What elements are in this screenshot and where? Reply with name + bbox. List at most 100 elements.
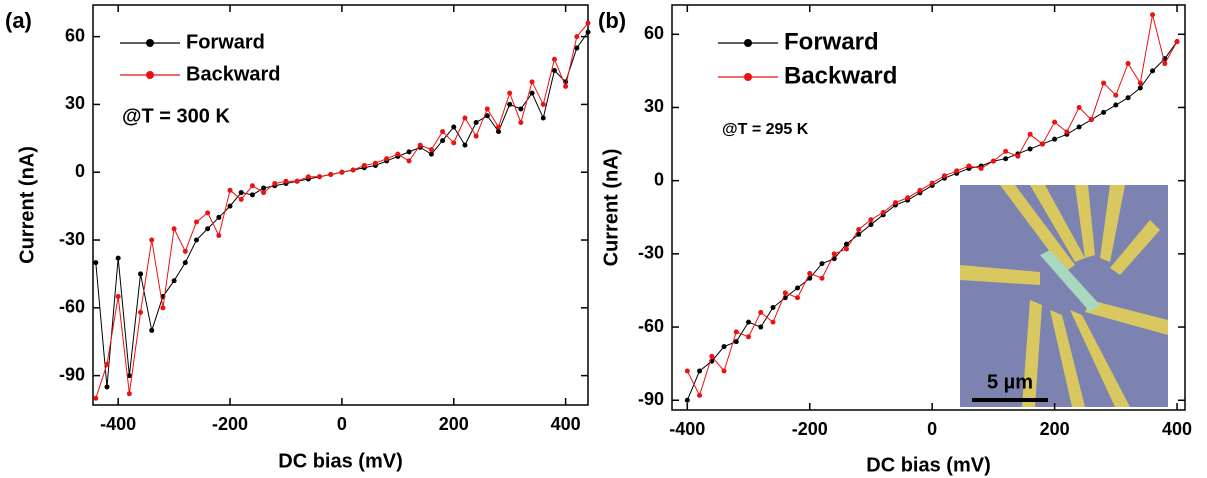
data-point [384,156,390,162]
data-point [880,209,886,215]
data-point [160,305,166,311]
data-point [317,174,323,180]
data-point [1088,117,1094,123]
data-point [428,151,434,157]
data-point [990,158,996,164]
data-point [216,214,222,220]
data-point [1027,146,1033,152]
x-axis-label: DC bias (mV) [278,450,402,472]
data-point [1137,80,1143,86]
data-point [905,195,911,201]
data-point [1064,129,1070,135]
data-point [1113,102,1119,108]
data-point [1125,95,1131,101]
data-point [361,162,367,168]
data-point [484,106,490,112]
data-point [182,260,188,266]
data-point [261,190,267,196]
scale-bar-label: 5 µm [987,371,1033,393]
data-point [843,246,849,252]
data-point [1027,131,1033,137]
data-point [1015,153,1021,159]
data-point [305,174,311,180]
data-point [807,275,813,281]
data-point [294,178,300,184]
data-point [697,392,703,398]
data-point [540,101,546,107]
x-axis-label: DC bias (mV) [866,454,990,476]
data-point [733,339,739,345]
data-point [395,151,401,157]
y-tick-label: 30 [644,96,664,116]
annotation: @T = 295 K [722,121,809,138]
data-point [182,248,188,254]
y-tick-label: -60 [638,316,664,336]
data-point [868,222,874,228]
data-point [518,106,524,112]
data-point [1137,85,1143,91]
data-point [954,168,960,174]
data-point [819,275,825,281]
data-point [249,183,255,189]
data-point [770,305,776,311]
data-point [1076,104,1082,110]
data-point [831,256,837,262]
legend-marker [744,39,752,47]
data-point [1039,141,1045,147]
y-tick-label: -30 [59,229,85,249]
data-point [585,29,591,35]
y-tick-label: 60 [65,25,85,45]
data-point [149,237,155,243]
data-point [93,395,99,401]
data-point [138,309,144,315]
data-point [249,192,255,198]
data-point [1150,12,1156,18]
data-point [205,210,211,216]
y-tick-label: 30 [65,93,85,113]
data-point [746,319,752,325]
x-tick-label: 0 [337,414,347,434]
data-point [93,260,99,266]
x-tick-label: -400 [669,419,705,439]
data-point [529,90,535,96]
data-point [794,285,800,291]
data-point [551,68,557,74]
data-point [451,124,457,130]
data-point [350,167,356,173]
legend-label: Forward [784,28,879,55]
y-axis-label: Current (nA) [16,146,38,264]
data-point [758,309,764,315]
panel-label: (a) [5,8,32,33]
data-point [892,200,898,206]
x-tick-label: -200 [212,414,248,434]
data-point [709,353,715,359]
plot-frame [92,4,589,406]
data-point [507,101,513,107]
data-point [171,278,177,284]
data-point [115,294,121,300]
y-tick-label: -60 [59,297,85,317]
x-tick-label: -200 [792,419,828,439]
data-point [794,295,800,301]
data-point [440,129,446,135]
data-point [782,290,788,296]
panel-label: (b) [598,8,626,33]
data-point [518,120,524,126]
data-point [1052,136,1058,142]
x-tick-label: -400 [100,414,136,434]
data-point [462,115,468,121]
data-point [372,160,378,166]
x-tick-label: 0 [927,419,937,439]
legend-label: Backward [784,62,897,89]
data-point [149,327,155,333]
data-point [115,255,121,261]
y-axis-label: Current (nA) [600,149,622,267]
data-point [551,56,557,62]
data-point [227,187,233,193]
data-point [272,181,278,187]
data-point [440,138,446,144]
data-point [428,147,434,153]
data-point [1076,124,1082,130]
data-point [1113,92,1119,98]
legend-marker [146,39,154,47]
